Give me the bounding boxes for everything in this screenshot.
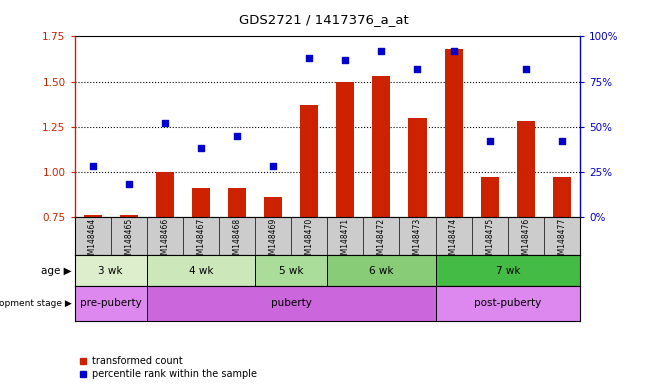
Text: 3 wk: 3 wk <box>98 266 123 276</box>
Point <box>557 138 567 144</box>
Bar <box>435 255 580 286</box>
Text: 6 wk: 6 wk <box>369 266 393 276</box>
Bar <box>228 188 246 217</box>
Point <box>232 133 242 139</box>
Point <box>159 120 170 126</box>
Text: puberty: puberty <box>271 298 312 308</box>
Text: GSM148474: GSM148474 <box>449 218 458 264</box>
Point <box>485 138 495 144</box>
Text: 7 wk: 7 wk <box>496 266 520 276</box>
Text: GSM148469: GSM148469 <box>268 218 277 264</box>
Bar <box>75 255 146 286</box>
Text: development stage ▶: development stage ▶ <box>0 299 71 308</box>
Text: age ▶: age ▶ <box>41 266 71 276</box>
Bar <box>146 286 435 321</box>
Text: GSM148476: GSM148476 <box>521 218 530 264</box>
Point <box>448 48 459 54</box>
Text: GSM148468: GSM148468 <box>233 218 242 264</box>
Text: GSM148470: GSM148470 <box>305 218 314 264</box>
Point <box>340 57 351 63</box>
Text: post-puberty: post-puberty <box>474 298 541 308</box>
Point <box>268 163 278 169</box>
Bar <box>300 105 318 217</box>
Bar <box>84 215 102 217</box>
Point <box>87 163 98 169</box>
Bar <box>192 188 210 217</box>
Text: pre-puberty: pre-puberty <box>80 298 141 308</box>
Bar <box>481 177 499 217</box>
Bar <box>255 255 327 286</box>
Bar <box>435 286 580 321</box>
Bar <box>517 121 535 217</box>
Bar <box>445 49 463 217</box>
Point <box>304 55 314 61</box>
Text: GSM148465: GSM148465 <box>124 218 133 264</box>
Bar <box>75 286 146 321</box>
Point <box>412 66 422 72</box>
Text: GSM148475: GSM148475 <box>485 218 494 264</box>
Legend: transformed count, percentile rank within the sample: transformed count, percentile rank withi… <box>80 356 257 379</box>
Bar <box>553 177 571 217</box>
Text: GSM148466: GSM148466 <box>160 218 169 264</box>
Text: GSM148471: GSM148471 <box>341 218 350 264</box>
Bar <box>264 197 282 217</box>
Text: 5 wk: 5 wk <box>279 266 303 276</box>
Bar <box>408 118 426 217</box>
Bar <box>373 76 390 217</box>
Text: 4 wk: 4 wk <box>189 266 213 276</box>
Point <box>520 66 531 72</box>
Text: GSM148464: GSM148464 <box>88 218 97 264</box>
Point <box>376 48 387 54</box>
Bar <box>327 255 435 286</box>
Text: GSM148472: GSM148472 <box>377 218 386 264</box>
Bar <box>336 82 354 217</box>
Bar <box>156 172 174 217</box>
Bar <box>120 215 138 217</box>
Text: GSM148477: GSM148477 <box>557 218 566 264</box>
Text: GDS2721 / 1417376_a_at: GDS2721 / 1417376_a_at <box>239 13 409 26</box>
Text: GSM148467: GSM148467 <box>196 218 205 264</box>
Point <box>196 145 206 151</box>
Text: GSM148473: GSM148473 <box>413 218 422 264</box>
Point <box>124 181 134 187</box>
Bar <box>146 255 255 286</box>
